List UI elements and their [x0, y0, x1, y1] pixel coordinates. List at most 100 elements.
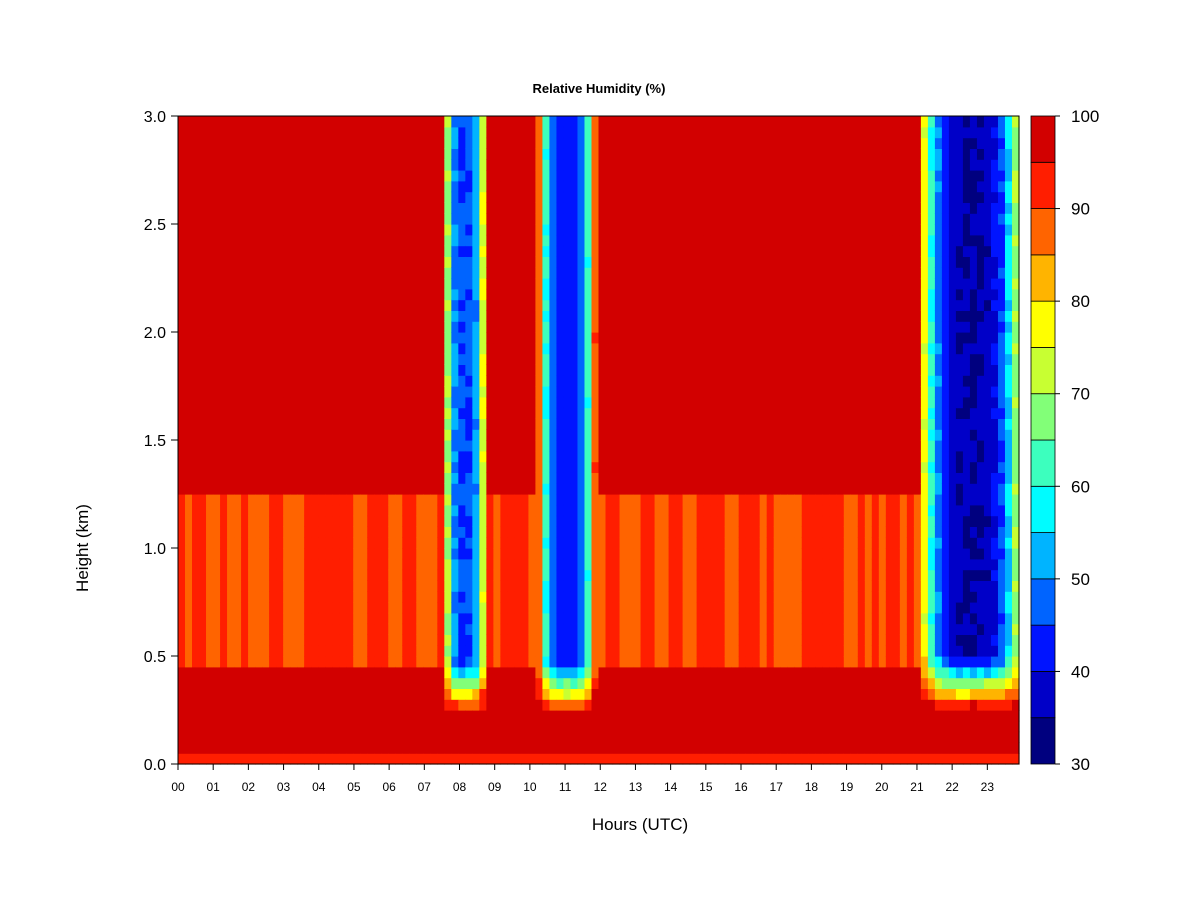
- heatmap-cell: [577, 569, 586, 581]
- heatmap-cell: [395, 126, 403, 139]
- heatmap-cell: [304, 656, 312, 668]
- heatmap-cell: [745, 396, 754, 409]
- heatmap-cell: [577, 699, 586, 711]
- heatmap-cell: [297, 720, 305, 733]
- heatmap-cell: [430, 742, 438, 754]
- heatmap-cell: [199, 450, 207, 463]
- heatmap-cell: [521, 364, 530, 376]
- heatmap-cell: [276, 159, 284, 171]
- heatmap-cell: [465, 170, 473, 182]
- heatmap-cell: [339, 170, 347, 182]
- heatmap-cell: [514, 299, 523, 311]
- heatmap-cell: [409, 591, 417, 603]
- heatmap-cell: [717, 742, 726, 754]
- heatmap-cell: [759, 742, 768, 754]
- heatmap-cell: [444, 245, 452, 257]
- heatmap-cell: [374, 645, 382, 657]
- heatmap-cell: [598, 126, 607, 139]
- heatmap-cell: [570, 623, 579, 635]
- heatmap-cell: [388, 450, 396, 463]
- heatmap-cell: [437, 137, 445, 149]
- heatmap-cell: [311, 321, 319, 333]
- heatmap-cell: [570, 407, 579, 419]
- heatmap-cell: [234, 645, 242, 657]
- heatmap-cell: [220, 321, 228, 333]
- heatmap-cell: [234, 202, 242, 214]
- heatmap-cell: [430, 299, 438, 311]
- heatmap-cell: [360, 159, 368, 171]
- heatmap-cell: [185, 418, 193, 430]
- heatmap-cell: [325, 288, 333, 301]
- heatmap-cell: [675, 245, 684, 257]
- heatmap-cell: [479, 191, 487, 203]
- heatmap-cell: [374, 580, 382, 592]
- heatmap-cell: [591, 710, 600, 722]
- heatmap-cell: [535, 494, 544, 506]
- heatmap-cell: [437, 245, 445, 257]
- heatmap-cell: [598, 321, 607, 333]
- heatmap-cell: [563, 645, 572, 657]
- heatmap-cell: [220, 504, 228, 517]
- heatmap-cell: [675, 429, 684, 441]
- heatmap-cell: [472, 137, 480, 149]
- heatmap-cell: [374, 364, 382, 376]
- heatmap-cell: [731, 526, 740, 538]
- heatmap-cell: [563, 656, 572, 668]
- heatmap-cell: [388, 224, 396, 236]
- heatmap-cell: [745, 288, 754, 301]
- heatmap-cell: [381, 677, 389, 689]
- heatmap-cell: [262, 267, 270, 279]
- heatmap-cell: [675, 450, 684, 463]
- heatmap-cell: [626, 137, 635, 149]
- heatmap-cell: [269, 666, 277, 679]
- heatmap-cell: [556, 375, 565, 387]
- heatmap-cell: [563, 580, 572, 592]
- heatmap-cell: [528, 407, 537, 419]
- heatmap-cell: [423, 288, 431, 301]
- heatmap-cell: [241, 483, 249, 495]
- heatmap-cell: [360, 450, 368, 463]
- heatmap-cell: [472, 278, 480, 290]
- heatmap-cell: [255, 515, 263, 527]
- heatmap-cell: [640, 202, 649, 214]
- heatmap-cell: [444, 580, 452, 592]
- heatmap-cell: [185, 180, 193, 193]
- heatmap-cell: [738, 299, 747, 311]
- heatmap-cell: [724, 342, 733, 355]
- heatmap-cell: [500, 180, 508, 193]
- heatmap-cell: [479, 299, 487, 311]
- heatmap-cell: [451, 515, 459, 527]
- heatmap-cell: [549, 483, 558, 495]
- heatmap-cell: [416, 634, 424, 646]
- heatmap-cell: [304, 742, 312, 754]
- chart-title: Relative Humidity (%): [533, 81, 666, 96]
- heatmap-cell: [367, 450, 375, 463]
- heatmap-cell: [521, 386, 530, 398]
- heatmap-cell: [654, 612, 663, 625]
- heatmap-cell: [381, 429, 389, 441]
- heatmap-cell: [745, 580, 754, 592]
- heatmap-cell: [535, 202, 544, 214]
- heatmap-cell: [206, 299, 214, 311]
- heatmap-cell: [262, 710, 270, 722]
- heatmap-cell: [528, 299, 537, 311]
- heatmap-cell: [633, 537, 642, 549]
- heatmap-cell: [542, 375, 551, 387]
- heatmap-cell: [234, 710, 242, 722]
- heatmap-cell: [325, 224, 333, 236]
- heatmap-cell: [255, 720, 263, 733]
- heatmap-cell: [388, 288, 396, 301]
- heatmap-cell: [206, 504, 214, 517]
- heatmap-cell: [297, 299, 305, 311]
- heatmap-cell: [675, 332, 684, 344]
- heatmap-cell: [612, 126, 621, 139]
- heatmap-cell: [199, 224, 207, 236]
- heatmap-cell: [521, 440, 530, 452]
- heatmap-cell: [661, 342, 670, 355]
- heatmap-cell: [346, 699, 354, 711]
- heatmap-cell: [591, 170, 600, 182]
- heatmap-cell: [395, 634, 403, 646]
- heatmap-cell: [402, 753, 410, 765]
- heatmap-cell: [612, 526, 621, 538]
- heatmap-cell: [318, 299, 326, 311]
